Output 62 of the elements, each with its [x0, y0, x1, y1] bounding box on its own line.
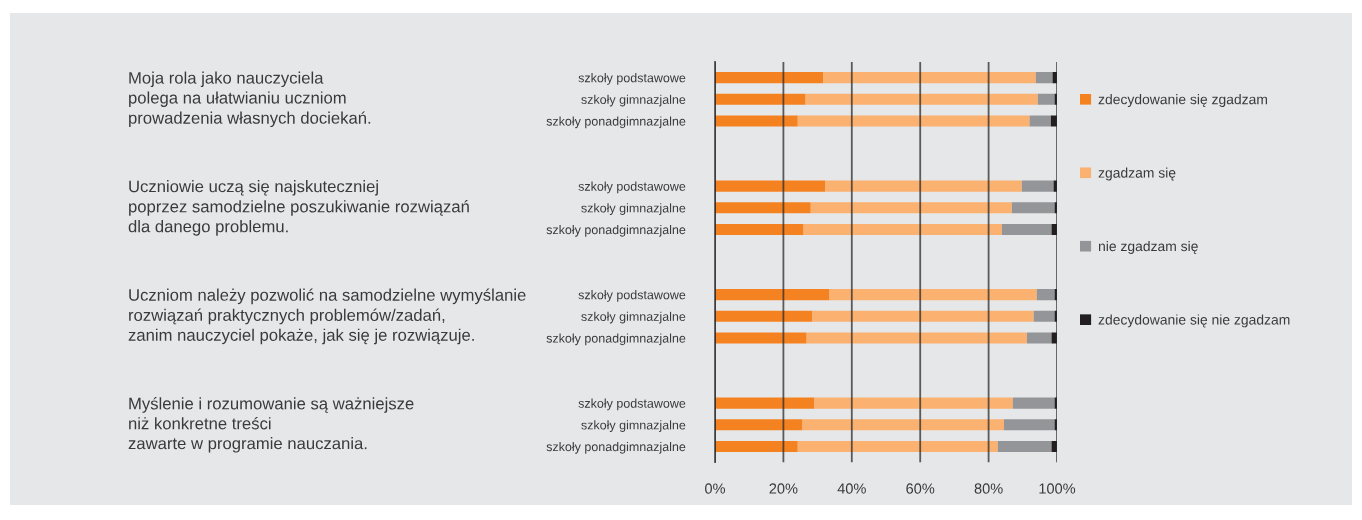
y-tick-label: szkoły ponadgimnazjalne: [546, 116, 686, 129]
bar: [823, 72, 1036, 84]
bar: [1026, 332, 1052, 344]
bar: [715, 115, 798, 127]
y-tick-label: szkoły podstawowe: [578, 398, 686, 411]
x-tick-label: 40%: [837, 483, 866, 494]
bar: [1035, 72, 1053, 84]
bar: [812, 310, 1034, 322]
bar: [1036, 289, 1055, 301]
bar: [829, 289, 1037, 301]
bar: [715, 397, 815, 409]
bar: [802, 419, 1004, 431]
bar: [715, 419, 803, 431]
bar: [1021, 180, 1054, 192]
bar: [715, 223, 804, 236]
bar: [1029, 115, 1051, 127]
bar: [997, 440, 1052, 453]
bar: [797, 115, 1030, 127]
bar: [1003, 419, 1055, 431]
bar: [1011, 202, 1055, 214]
bar: [1001, 223, 1052, 236]
text: Moja rola jako nauczyciela polega na ułatwianiu uczniom prowadzenia własnych dociekań.: [129, 71, 371, 128]
y-tick-label: szkoły podstawowe: [578, 181, 686, 194]
y-tick-label: szkoły podstawowe: [578, 290, 686, 302]
text: Myślenie i rozumowanie są ważniejsze niż konkretne treści zawarte w programie nauczania.: [128, 397, 414, 453]
bar: [715, 202, 811, 214]
legend-label: zdecydowanie się nie zgadzam: [1098, 314, 1290, 328]
bar: [715, 440, 798, 453]
bar: [715, 180, 826, 192]
y-tick-label: szkoły ponadgimnazjalne: [546, 441, 686, 454]
bar: [805, 93, 1038, 105]
text: Uczniowie uczą się najskuteczniej poprzez samodzielne poszukiwanie rozwiązań dla danego problemu.: [128, 180, 469, 236]
y-tick-label: szkoły ponadgimnazjalne: [546, 224, 686, 237]
text: Uczniom należy pozwolić na samodzielne wymyślanie rozwiązań praktycznych problemów/zadań, zanim nauczyciel pokaże, jak się je rozwiązuje.: [128, 288, 526, 345]
x-tick-label: 60%: [906, 483, 935, 494]
y-tick-label: szkoły gimnazjalne: [581, 94, 686, 107]
bar: [803, 223, 1002, 236]
y-tick-label: szkoły gimnazjalne: [581, 203, 686, 215]
y-tick-label: szkoły gimnazjalne: [581, 420, 686, 432]
bar: [715, 289, 830, 301]
legend-label: zgadzam się: [1098, 167, 1176, 181]
legend-label: zdecydowanie się zgadzam: [1098, 94, 1267, 108]
x-tick-label: 100%: [1039, 483, 1076, 494]
y-tick-label: szkoły gimnazjalne: [581, 311, 686, 324]
bar: [797, 440, 998, 453]
x-tick-label: 80%: [974, 483, 1003, 494]
bar: [1012, 397, 1055, 409]
bar: [810, 202, 1012, 214]
y-tick-label: szkoły ponadgimnazjalne: [546, 333, 686, 346]
bar: [1033, 310, 1055, 322]
bar: [806, 332, 1027, 344]
x-tick-label: 20%: [769, 483, 798, 494]
bar: [715, 93, 806, 105]
bar: [715, 72, 824, 84]
y-tick-label: szkoły podstawowe: [578, 73, 686, 85]
bar: [715, 332, 807, 344]
legend-label: nie zgadzam się: [1098, 240, 1198, 254]
bar: [1037, 93, 1055, 105]
x-tick-label: 0%: [705, 483, 726, 494]
bar: [825, 180, 1022, 192]
bar: [715, 310, 813, 322]
bar: [814, 397, 1013, 409]
